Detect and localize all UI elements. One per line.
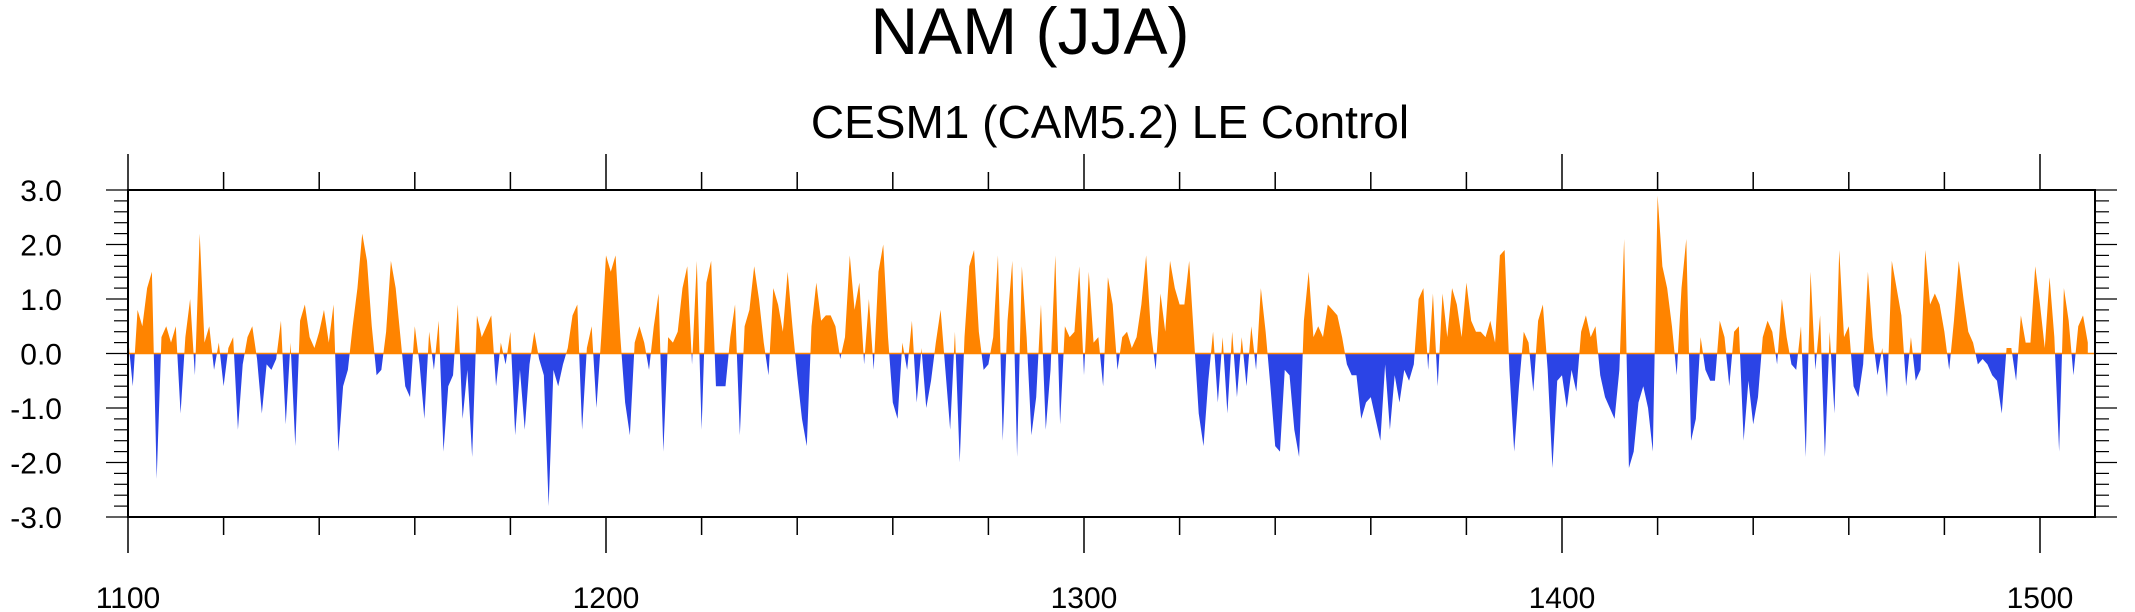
tick-marks: [106, 154, 2117, 553]
negative-anomaly-fill: [129, 353, 2076, 507]
chart-title: NAM (JJA): [871, 0, 1190, 68]
y-tick-label: 0.0: [20, 339, 62, 372]
x-tick-label: 1300: [1051, 582, 1118, 612]
y-tick-labels: 3.0 2.0 1.0 0.0 -1.0 -2.0 -3.0: [10, 175, 62, 535]
x-tick-label: 1400: [1529, 582, 1596, 612]
y-tick-label: 1.0: [20, 284, 62, 317]
x-tick-label: 1200: [573, 582, 640, 612]
y-tick-label: 3.0: [20, 175, 62, 208]
x-tick-label: 1500: [2007, 582, 2074, 612]
positive-anomaly-fill: [128, 195, 2088, 354]
y-tick-label: 2.0: [20, 230, 62, 263]
y-tick-label: -1.0: [10, 393, 62, 426]
x-tick-labels: 1100 1200 1300 1400 1500: [96, 582, 2074, 612]
y-tick-label: -2.0: [10, 448, 62, 481]
y-tick-label: -3.0: [10, 502, 62, 535]
plot-area: [128, 195, 2095, 507]
chart-subtitle: CESM1 (CAM5.2) LE Control: [811, 96, 1409, 148]
x-tick-label: 1100: [96, 582, 161, 612]
